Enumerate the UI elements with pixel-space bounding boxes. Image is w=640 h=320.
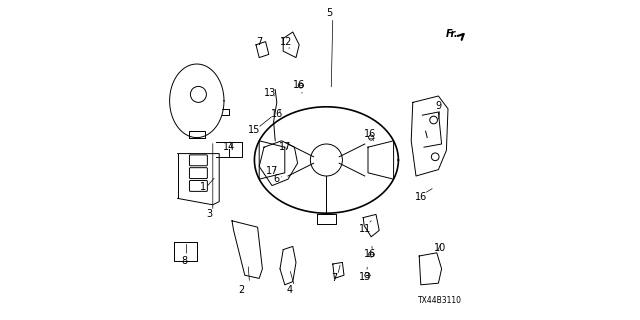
Text: 16: 16 <box>271 108 283 119</box>
Text: 13: 13 <box>264 88 276 98</box>
Text: 7: 7 <box>332 273 337 284</box>
Text: 11: 11 <box>358 224 371 234</box>
Text: 16: 16 <box>415 192 427 202</box>
Text: 10: 10 <box>434 243 446 253</box>
Text: 1: 1 <box>200 182 206 192</box>
Text: 9: 9 <box>435 100 442 111</box>
Text: 8: 8 <box>181 256 187 266</box>
Text: 5: 5 <box>326 8 333 18</box>
Text: 4: 4 <box>287 284 292 295</box>
Text: 17: 17 <box>266 166 278 176</box>
Text: 7: 7 <box>256 36 262 47</box>
Text: 13: 13 <box>358 272 371 282</box>
Text: 16: 16 <box>364 249 376 260</box>
Text: 15: 15 <box>248 124 260 135</box>
Text: 2: 2 <box>239 284 244 295</box>
Text: Fr.: Fr. <box>446 28 458 39</box>
Text: 6: 6 <box>274 174 280 184</box>
Text: 14: 14 <box>223 142 235 152</box>
Text: TX44B3110: TX44B3110 <box>418 296 462 305</box>
Text: 12: 12 <box>280 36 292 47</box>
Text: 16: 16 <box>364 129 376 140</box>
Text: 16: 16 <box>293 80 305 90</box>
Text: 3: 3 <box>207 209 212 220</box>
Text: 17: 17 <box>278 142 291 152</box>
